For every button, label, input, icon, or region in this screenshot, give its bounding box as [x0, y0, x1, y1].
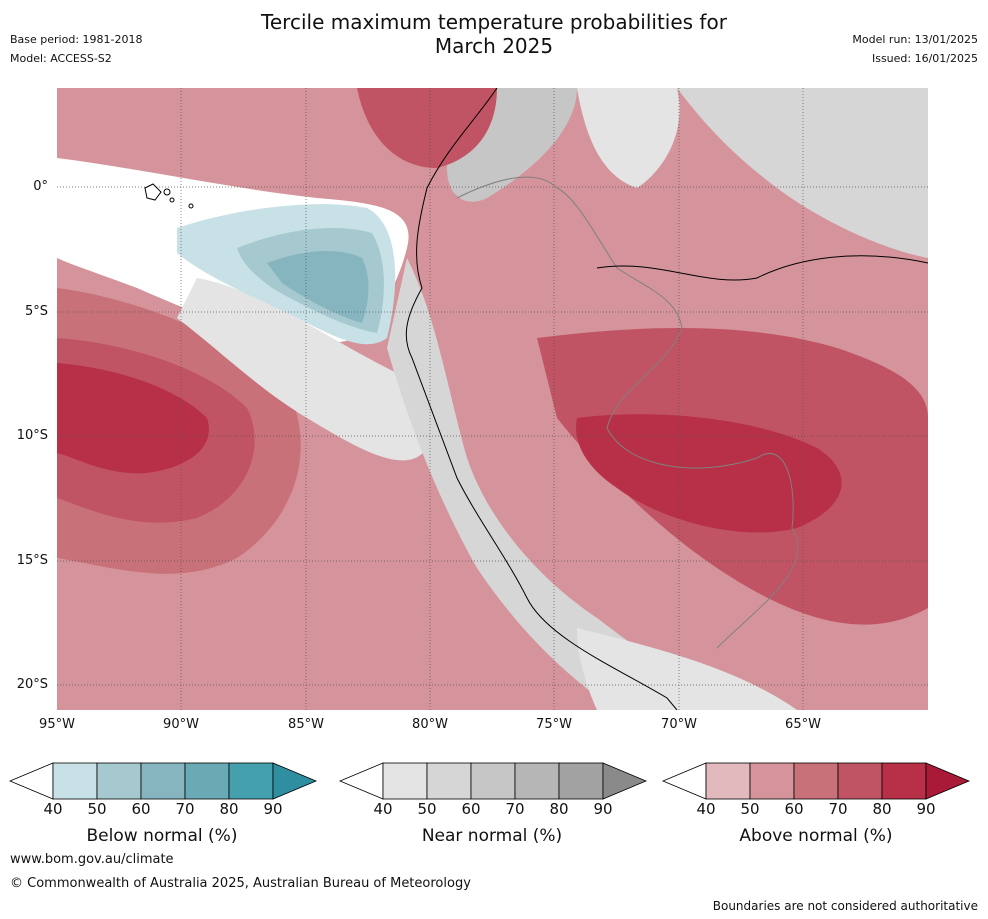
- below-normal-title: Below normal (%): [86, 826, 238, 846]
- lon-label-80w: 80°W: [412, 717, 448, 732]
- colorbar-tick-label: 90: [916, 800, 936, 818]
- colorbar-swatch: [881, 762, 927, 800]
- colorbar-swatch: [382, 762, 428, 800]
- colorbar-tick-label: 60: [131, 800, 151, 818]
- above-normal-swatches: [705, 762, 927, 800]
- colorbar-swatch: [705, 762, 751, 800]
- near-normal-max-arrow: [602, 762, 648, 800]
- above-normal-colorbar: [661, 762, 971, 800]
- coastal-near-normal: [387, 258, 717, 710]
- lat-label-5s: 5°S: [24, 304, 48, 319]
- below-normal-60: [267, 251, 369, 323]
- north-center-near: [577, 88, 680, 188]
- above-normal-90-interior: [576, 414, 842, 533]
- colorbar-swatch: [52, 762, 98, 800]
- river-border: [596, 255, 928, 281]
- model-run: Model run: 13/01/2025: [852, 33, 978, 46]
- lon-label-75w: 75°W: [536, 717, 572, 732]
- issued-date: Issued: 16/01/2025: [871, 52, 978, 65]
- colorbar-swatch: [96, 762, 142, 800]
- near-normal-title: Near normal (%): [421, 826, 563, 846]
- base-period: Base period: 1981-2018: [10, 33, 143, 46]
- chart-title: Tercile maximum temperature probabilitie…: [0, 10, 988, 58]
- colorbar-tick-label: 50: [87, 800, 107, 818]
- northeast-near-normal: [677, 88, 928, 258]
- lon-label-65w: 65°W: [785, 717, 821, 732]
- above-normal-north: [357, 88, 497, 168]
- colorbar-tick-label: 80: [872, 800, 892, 818]
- colorbar-tick-label: 80: [549, 800, 569, 818]
- colorbar-swatch: [140, 762, 186, 800]
- lat-label-20s: 20°S: [16, 677, 48, 692]
- colorbar-tick-label: 70: [828, 800, 848, 818]
- colorbar-tick-label: 40: [373, 800, 393, 818]
- above-normal-max-arrow: [925, 762, 971, 800]
- colorbar-tick-label: 50: [417, 800, 437, 818]
- title-line-2: March 2025: [434, 34, 554, 58]
- country-borders: [456, 176, 799, 649]
- colorbar-tick-label: 70: [505, 800, 525, 818]
- lat-label-10s: 10°S: [16, 428, 48, 443]
- near-normal-colorbar: [338, 762, 648, 800]
- model-name: Model: ACCESS-S2: [10, 52, 112, 65]
- coastline: [405, 88, 678, 710]
- below-normal-max-arrow: [272, 762, 318, 800]
- lon-label-95w: 95°W: [39, 717, 75, 732]
- lat-label-15s: 15°S: [16, 553, 48, 568]
- colorbar-tick-label: 40: [696, 800, 716, 818]
- graticule: [57, 88, 928, 710]
- colorbar-swatch: [470, 762, 516, 800]
- run-info: Model run: 13/01/2025 Issued: 16/01/2025: [852, 30, 978, 68]
- colorbar-swatch: [426, 762, 472, 800]
- above-normal-90-west: [57, 363, 209, 474]
- near-normal-swatches: [382, 762, 604, 800]
- lon-label-85w: 85°W: [288, 717, 324, 732]
- colorbar-swatch: [228, 762, 274, 800]
- galapagos-islands: [144, 183, 194, 209]
- colorbar-tick-label: 50: [740, 800, 760, 818]
- colorbar-swatch: [184, 762, 230, 800]
- colorbar-swatch: [749, 762, 795, 800]
- colorbar-swatch: [514, 762, 560, 800]
- colorbar-tick-label: 60: [461, 800, 481, 818]
- near-normal-band: [177, 278, 435, 461]
- colorbar-tick-label: 80: [219, 800, 239, 818]
- colorbar-swatch: [558, 762, 604, 800]
- title-line-1: Tercile maximum temperature probabilitie…: [261, 10, 727, 34]
- lat-label-0: 0°: [33, 179, 48, 194]
- south-near-normal: [577, 628, 797, 710]
- colorbar-swatch: [837, 762, 883, 800]
- footer-disclaimer: Boundaries are not considered authoritat…: [712, 899, 978, 913]
- colorbar-tick-label: 60: [784, 800, 804, 818]
- above-normal-title: Above normal (%): [739, 826, 893, 846]
- colorbar-tick-label: 90: [593, 800, 613, 818]
- below-normal-colorbar: [8, 762, 318, 800]
- lon-label-70w: 70°W: [661, 717, 697, 732]
- below-normal-swatches: [52, 762, 274, 800]
- colorbar-tick-label: 40: [43, 800, 63, 818]
- colorbar-tick-label: 70: [175, 800, 195, 818]
- lon-label-90w: 90°W: [163, 717, 199, 732]
- footer-url: www.bom.gov.au/climate: [10, 852, 174, 867]
- colorbar-swatch: [793, 762, 839, 800]
- footer-copyright: © Commonwealth of Australia 2025, Austra…: [10, 876, 471, 891]
- colorbar-tick-label: 90: [263, 800, 283, 818]
- base-info: Base period: 1981-2018 Model: ACCESS-S2: [10, 30, 142, 68]
- probability-map: [57, 88, 928, 710]
